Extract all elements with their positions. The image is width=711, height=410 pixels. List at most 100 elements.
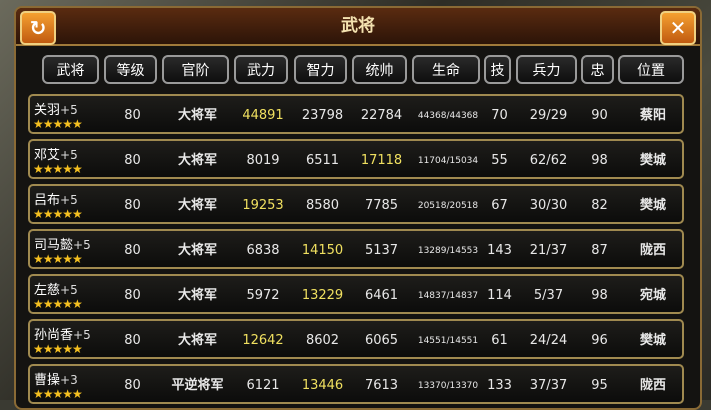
star-rating: ★★★★★: [33, 252, 83, 266]
cell: 96: [591, 333, 608, 348]
general-row[interactable]: 吕布+5 ★★★★★ 80 大将军 19253 8580 7785 20518/20518 67…: [28, 184, 684, 224]
star-rating: ★★★★★: [33, 342, 83, 356]
cell: 6838: [246, 243, 280, 258]
cell: 98: [591, 153, 608, 168]
cell: 陇西: [639, 243, 666, 258]
cell: 11704/15034: [417, 156, 479, 166]
upgrade-level: +5: [60, 193, 78, 207]
cell: 7613: [364, 378, 399, 393]
column-header: 官阶: [162, 55, 229, 84]
cell: 61: [491, 333, 508, 348]
general-name: 曹操+3: [34, 369, 78, 388]
cell: 44368/44368: [417, 111, 479, 121]
upgrade-level: +5: [73, 328, 91, 342]
general-name: 左慈+5: [34, 279, 78, 298]
general-name: 司马懿+5: [34, 234, 91, 253]
star-rating: ★★★★★: [33, 297, 83, 311]
cell: 80: [124, 333, 141, 348]
cell: 6065: [364, 333, 399, 348]
cell: 蔡阳: [639, 108, 666, 123]
column-header: 技: [484, 55, 511, 84]
cell: 90: [591, 108, 608, 123]
cell: 37/37: [529, 378, 568, 393]
cell: 6511: [305, 153, 340, 168]
cell: 5137: [364, 243, 399, 258]
general-row[interactable]: 孙尚香+5 ★★★★★ 80 大将军 12642 8602 6065 14551/14551 6…: [28, 319, 684, 359]
general-name: 邓艾+5: [34, 144, 78, 163]
cell: 24/24: [529, 333, 568, 348]
cell: 23798: [301, 108, 344, 123]
upgrade-level: +5: [60, 148, 78, 162]
cell: 14551/14551: [417, 336, 479, 346]
upgrade-level: +5: [60, 103, 78, 117]
cell: 114: [487, 288, 512, 303]
cell: 8019: [246, 153, 280, 168]
cell: 13289/14553: [417, 246, 479, 256]
cell: 19253: [242, 198, 284, 213]
general-name: 孙尚香+5: [34, 324, 91, 343]
cell: 13229: [301, 288, 344, 303]
cell: 80: [124, 288, 141, 303]
name: 左慈: [34, 283, 61, 298]
name: 曹操: [34, 373, 61, 388]
column-header: 等级: [104, 55, 157, 84]
cell: 98: [591, 288, 608, 303]
cell: 樊城: [639, 198, 666, 213]
cell: 樊城: [639, 153, 666, 168]
cell: 80: [124, 108, 141, 123]
cell: 29/29: [529, 108, 568, 123]
cell: 5/37: [533, 288, 564, 303]
cell: 大将军: [177, 153, 217, 168]
star-rating: ★★★★★: [33, 162, 83, 176]
cell: 143: [487, 243, 512, 258]
cell: 80: [124, 378, 141, 393]
cell: 8580: [305, 198, 340, 213]
general-row[interactable]: 邓艾+5 ★★★★★ 80 大将军 8019 6511 17118 11704/15034 55…: [28, 139, 684, 179]
general-row[interactable]: 曹操+3 ★★★★★ 80 平逆将军 6121 13446 7613 13370/13370 1…: [28, 364, 684, 404]
cell: 大将军: [177, 108, 217, 123]
column-header: 智力: [294, 55, 347, 84]
cell: 80: [124, 198, 141, 213]
close-button[interactable]: ✕: [660, 11, 696, 45]
cell: 17118: [360, 153, 403, 168]
cell: 5972: [246, 288, 280, 303]
name: 邓艾: [34, 148, 61, 163]
cell: 大将军: [177, 243, 217, 258]
column-header[interactable]: 武将: [42, 55, 99, 84]
cell: 55: [491, 153, 508, 168]
cell: 8602: [305, 333, 340, 348]
cell: 95: [591, 378, 608, 393]
cell: 22784: [360, 108, 403, 123]
star-rating: ★★★★★: [33, 117, 83, 131]
name: 司马懿: [34, 238, 74, 253]
general-row[interactable]: 司马懿+5 ★★★★★ 80 大将军 6838 14150 5137 13289/14553 1…: [28, 229, 684, 269]
cell: 44891: [242, 108, 284, 123]
cell: 80: [124, 243, 141, 258]
cell: 62/62: [529, 153, 568, 168]
cell: 6461: [364, 288, 399, 303]
cell: 樊城: [639, 333, 666, 348]
cell: 14150: [301, 243, 344, 258]
star-rating: ★★★★★: [33, 387, 83, 401]
cell: 20518/20518: [417, 201, 479, 211]
column-header: 位置: [618, 55, 684, 84]
name: 孙尚香: [34, 328, 74, 343]
general-name: 关羽+5: [34, 99, 78, 118]
column-header: 武力: [234, 55, 288, 84]
cell: 13370/13370: [417, 381, 479, 391]
cell: 70: [491, 108, 508, 123]
cell: 133: [487, 378, 512, 393]
cell: 平逆将军: [171, 378, 224, 393]
general-row[interactable]: 左慈+5 ★★★★★ 80 大将军 5972 13229 6461 14837/14837 11…: [28, 274, 684, 314]
refresh-button[interactable]: ↻: [20, 11, 56, 45]
name: 吕布: [34, 193, 61, 208]
cell: 大将军: [177, 333, 217, 348]
general-row[interactable]: 关羽+5 ★★★★★ 80 大将军 44891 23798 22784 44368/44368…: [28, 94, 684, 134]
column-header: 忠: [581, 55, 614, 84]
column-header: 兵力: [516, 55, 577, 84]
upgrade-level: +5: [73, 238, 91, 252]
cell: 67: [491, 198, 508, 213]
upgrade-level: +3: [60, 373, 78, 387]
name: 关羽: [34, 103, 61, 118]
